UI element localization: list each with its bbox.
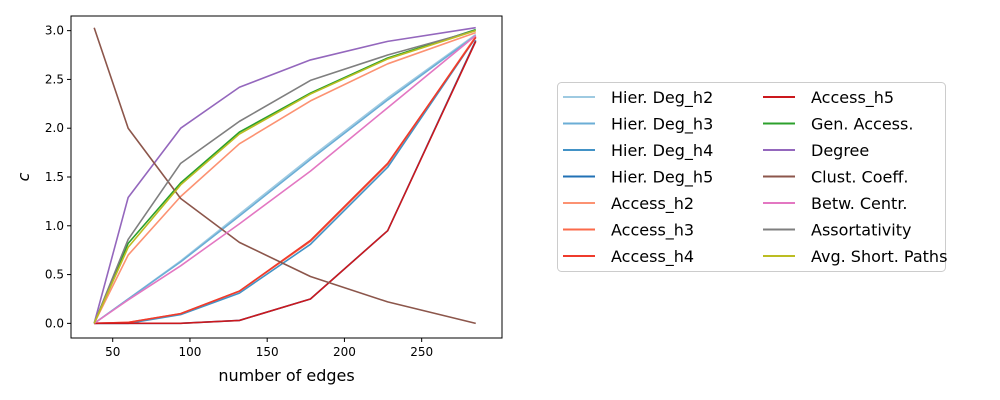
y-axis-label: c — [14, 172, 33, 181]
legend-label-4: Access_h2 — [611, 194, 694, 214]
series-line-9 — [93, 26, 476, 324]
y-tick-label: 1.0 — [45, 219, 64, 233]
legend-label-5: Access_h3 — [611, 221, 694, 241]
x-tick-label: 100 — [178, 345, 201, 359]
y-tick-label: 2.0 — [45, 121, 64, 135]
legend-label-1: Hier. Deg_h3 — [611, 115, 713, 135]
legend-label-0: Hier. Deg_h2 — [611, 88, 713, 108]
series-line-4 — [93, 31, 477, 324]
legend-label-12: Assortativity — [811, 221, 911, 240]
x-tick-label: 50 — [105, 345, 120, 359]
legend-label-8: Gen. Access. — [811, 115, 913, 134]
y-tick-label: 0.5 — [45, 268, 64, 282]
x-axis-ticks: 50 100 150 200 250 — [105, 338, 433, 359]
series-line-13 — [93, 29, 476, 324]
legend-label-13: Avg. Short. Paths — [811, 247, 947, 266]
series-line-11 — [93, 34, 477, 325]
x-tick-label: 200 — [333, 345, 356, 359]
series-line-6 — [94, 37, 477, 325]
series-line-7 — [94, 41, 477, 325]
legend-box — [557, 82, 946, 272]
x-axis-label: number of edges — [218, 366, 354, 385]
legend-label-3: Hier. Deg_h5 — [611, 168, 713, 188]
series-layer — [93, 26, 477, 325]
legend-label-10: Clust. Coeff. — [811, 168, 908, 187]
y-tick-label: 0.0 — [45, 316, 64, 330]
series-line-10 — [93, 27, 476, 325]
x-tick-label: 150 — [256, 345, 279, 359]
legend: Hier. Deg_h2 Hier. Deg_h3 Hier. Deg_h4 Hier… — [563, 88, 947, 267]
y-axis-ticks: 0.0 0.5 1.0 1.5 2.0 2.5 3.0 — [45, 24, 71, 330]
series-line-1 — [93, 34, 477, 325]
legend-label-2: Hier. Deg_h4 — [611, 141, 713, 161]
legend-label-11: Betw. Centr. — [811, 194, 908, 213]
series-line-12 — [93, 29, 476, 324]
y-tick-label: 1.5 — [45, 170, 64, 184]
y-tick-label: 3.0 — [45, 24, 64, 38]
y-tick-label: 2.5 — [45, 72, 64, 86]
legend-label-7: Access_h5 — [811, 88, 894, 108]
x-tick-label: 250 — [410, 345, 433, 359]
series-line-8 — [93, 28, 476, 324]
legend-label-9: Degree — [811, 141, 869, 160]
legend-label-6: Access_h4 — [611, 247, 694, 267]
